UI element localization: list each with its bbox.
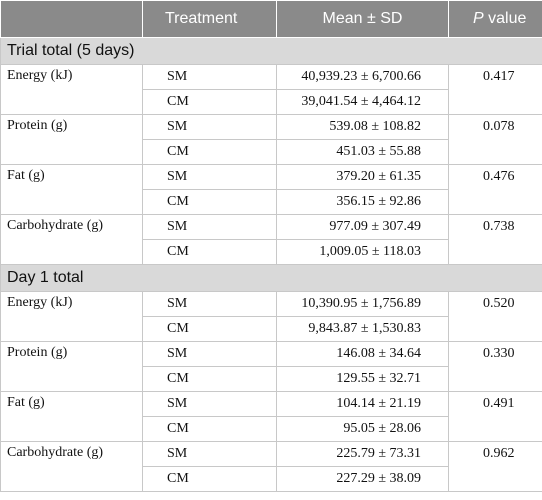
table-row: CM 1,009.05 ± 118.03	[1, 239, 542, 265]
mean-sd-cell: 379.20 ± 61.35	[276, 164, 449, 190]
variable-name: Fat (g)	[0, 391, 143, 442]
mean-sd-cell: 95.05 ± 28.06	[276, 416, 449, 442]
variable-name: Protein (g)	[0, 341, 143, 392]
treatment-cell: CM	[142, 466, 277, 492]
mean-sd-cell: 451.03 ± 55.88	[276, 139, 449, 165]
p-value-cell: 0.417	[448, 64, 542, 115]
treatment-cell: CM	[142, 139, 277, 165]
table-row: CM 39,041.54 ± 4,464.12	[1, 89, 542, 115]
treatment-cell: CM	[142, 239, 277, 265]
mean-sd-cell: 9,843.87 ± 1,530.83	[276, 316, 449, 342]
section-row: Day 1 total	[0, 264, 542, 292]
mean-sd-cell: 356.15 ± 92.86	[276, 189, 449, 215]
table-row: Protein (g) SM 146.08 ± 34.64 0.330	[0, 341, 542, 392]
mean-sd-cell: 1,009.05 ± 118.03	[276, 239, 449, 265]
table-row: CM 451.03 ± 55.88	[1, 139, 542, 165]
section-title: Day 1 total	[0, 264, 542, 292]
p-value-cell: 0.476	[448, 164, 542, 215]
p-value-cell: 0.520	[448, 291, 542, 342]
variable-name: Carbohydrate (g)	[0, 441, 143, 492]
treatment-cell: SM	[142, 164, 277, 190]
p-value-cell: 0.738	[448, 214, 542, 265]
header-p-italic: P	[473, 10, 484, 27]
variable-name: Protein (g)	[0, 114, 143, 165]
treatment-cell: CM	[142, 416, 277, 442]
mean-sd-cell: 104.14 ± 21.19	[276, 391, 449, 417]
section-title: Trial total (5 days)	[0, 37, 542, 65]
mean-sd-cell: 146.08 ± 34.64	[276, 341, 449, 367]
p-value-cell: 0.330	[448, 341, 542, 392]
treatment-cell: CM	[142, 366, 277, 392]
treatment-cell: SM	[142, 291, 277, 317]
treatment-cell: SM	[142, 214, 277, 240]
table-row: Energy (kJ) SM 40,939.23 ± 6,700.66 0.417	[0, 64, 542, 115]
mean-sd-cell: 977.09 ± 307.49	[276, 214, 449, 240]
header-value-label: value	[483, 10, 527, 27]
mean-sd-cell: 227.29 ± 38.09	[276, 466, 449, 492]
variable-name: Energy (kJ)	[0, 64, 143, 115]
variable-name: Energy (kJ)	[0, 291, 143, 342]
header-blank	[0, 0, 143, 38]
table-row: Protein (g) SM 539.08 ± 108.82 0.078	[0, 114, 542, 165]
table-row: CM 356.15 ± 92.86	[1, 189, 542, 215]
treatment-cell: CM	[142, 316, 277, 342]
table-row: Fat (g) SM 379.20 ± 61.35 0.476	[0, 164, 542, 215]
mean-sd-cell: 39,041.54 ± 4,464.12	[276, 89, 449, 115]
mean-sd-cell: 10,390.95 ± 1,756.89	[276, 291, 449, 317]
p-value-cell: 0.078	[448, 114, 542, 165]
mean-sd-cell: 40,939.23 ± 6,700.66	[276, 64, 449, 90]
mean-sd-cell: 225.79 ± 73.31	[276, 441, 449, 467]
treatment-cell: SM	[142, 341, 277, 367]
section-row: Trial total (5 days)	[0, 37, 542, 65]
treatment-cell: SM	[142, 64, 277, 90]
treatment-cell: SM	[142, 441, 277, 467]
table-row: CM 9,843.87 ± 1,530.83	[1, 316, 542, 342]
p-value-cell: 0.962	[448, 441, 542, 492]
table-row: CM 129.55 ± 32.71	[1, 366, 542, 392]
variable-name: Carbohydrate (g)	[0, 214, 143, 265]
table-row: Carbohydrate (g) SM 225.79 ± 73.31 0.962	[0, 441, 542, 492]
treatment-cell: SM	[142, 391, 277, 417]
treatment-cell: CM	[142, 189, 277, 215]
mean-sd-cell: 129.55 ± 32.71	[276, 366, 449, 392]
treatment-cell: CM	[142, 89, 277, 115]
table-row: CM 95.05 ± 28.06	[1, 416, 542, 442]
header-p-value: P value	[448, 0, 542, 38]
table-row: Carbohydrate (g) SM 977.09 ± 307.49 0.738	[0, 214, 542, 265]
mean-sd-cell: 539.08 ± 108.82	[276, 114, 449, 140]
header-treatment: Treatment	[142, 0, 277, 38]
treatment-cell: SM	[142, 114, 277, 140]
table-row: Fat (g) SM 104.14 ± 21.19 0.491	[0, 391, 542, 442]
header-mean-sd: Mean ± SD	[276, 0, 449, 38]
p-value-cell: 0.491	[448, 391, 542, 442]
variable-name: Fat (g)	[0, 164, 143, 215]
table-row: CM 227.29 ± 38.09	[1, 466, 542, 492]
table-row: Energy (kJ) SM 10,390.95 ± 1,756.89 0.520	[0, 291, 542, 342]
header-row: Treatment Mean ± SD P value	[0, 0, 542, 38]
